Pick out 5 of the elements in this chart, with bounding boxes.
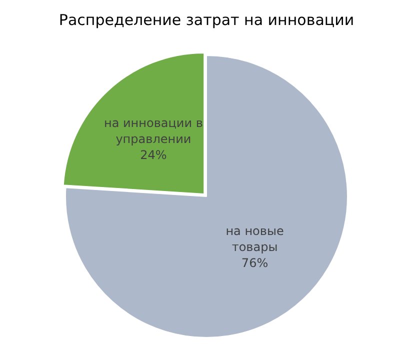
data-label: 76% bbox=[241, 256, 268, 270]
chart-title: Распределение затрат на инновации bbox=[58, 10, 354, 29]
data-label: 24% bbox=[140, 148, 167, 162]
slice-label: на инновации в управлении bbox=[104, 116, 203, 146]
slice-label: на новые товары bbox=[226, 224, 284, 254]
